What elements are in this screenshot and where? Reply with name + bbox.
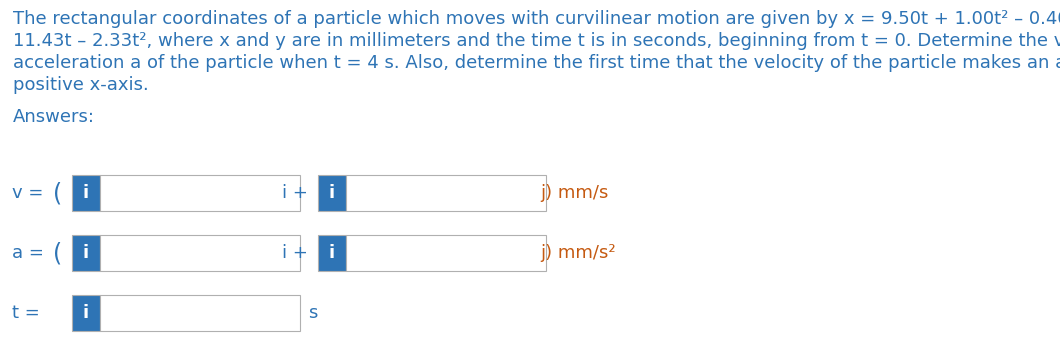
- FancyBboxPatch shape: [100, 175, 300, 211]
- Text: acceleration a of the particle when t = 4 s. Also, determine the first time that: acceleration a of the particle when t = …: [13, 54, 1060, 72]
- Text: Answers:: Answers:: [13, 108, 94, 126]
- Text: a =: a =: [12, 244, 43, 262]
- Text: i: i: [83, 184, 89, 202]
- Text: v =: v =: [12, 184, 43, 202]
- Text: i +: i +: [282, 184, 308, 202]
- FancyBboxPatch shape: [318, 175, 346, 211]
- FancyBboxPatch shape: [100, 235, 300, 271]
- FancyBboxPatch shape: [346, 175, 546, 211]
- Text: i: i: [329, 244, 335, 262]
- Text: j) mm/s²: j) mm/s²: [540, 244, 616, 262]
- Text: i: i: [83, 244, 89, 262]
- FancyBboxPatch shape: [100, 295, 300, 331]
- Text: 11.43t – 2.33t², where x and y are in millimeters and the time t is in seconds, : 11.43t – 2.33t², where x and y are in mi…: [13, 32, 1060, 50]
- FancyBboxPatch shape: [72, 175, 100, 211]
- Text: i: i: [329, 184, 335, 202]
- Text: i +: i +: [282, 244, 308, 262]
- FancyBboxPatch shape: [72, 235, 100, 271]
- Text: i: i: [83, 304, 89, 322]
- Text: t =: t =: [12, 304, 40, 322]
- Text: (: (: [53, 181, 63, 205]
- Text: (: (: [53, 241, 63, 265]
- Text: s: s: [308, 304, 317, 322]
- Text: The rectangular coordinates of a particle which moves with curvilinear motion ar: The rectangular coordinates of a particl…: [13, 10, 1060, 28]
- FancyBboxPatch shape: [318, 235, 346, 271]
- FancyBboxPatch shape: [346, 235, 546, 271]
- Text: j) mm/s: j) mm/s: [540, 184, 608, 202]
- FancyBboxPatch shape: [72, 295, 100, 331]
- Text: positive x-axis.: positive x-axis.: [13, 76, 148, 94]
